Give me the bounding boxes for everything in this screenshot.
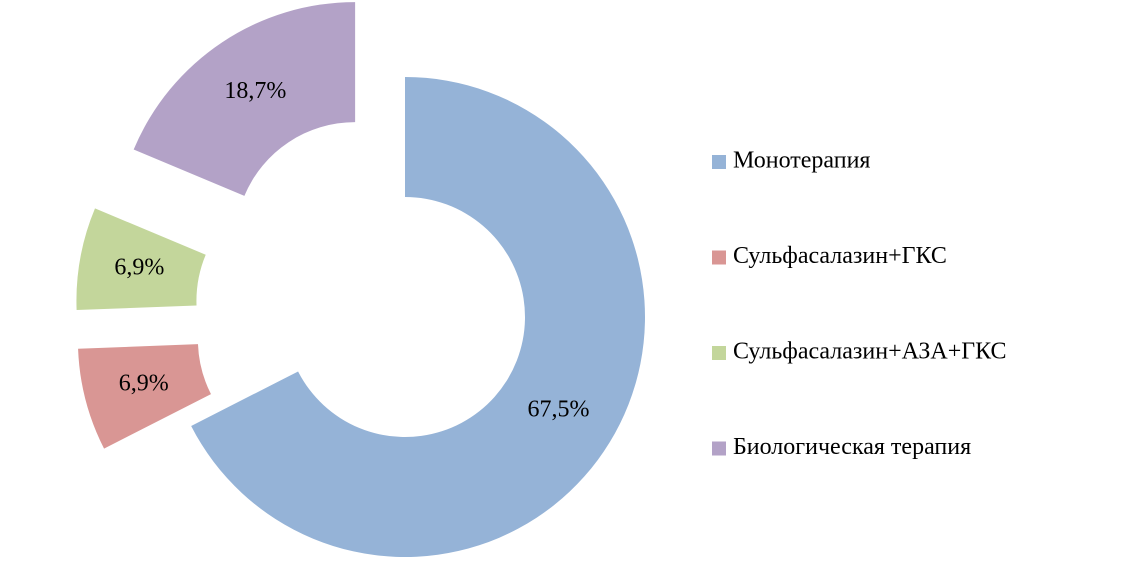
data-label: 6,9% xyxy=(119,370,169,396)
legend-swatch xyxy=(712,250,726,265)
data-label: 67,5% xyxy=(527,397,589,423)
legend-label: Сульфасалазин+ГКС xyxy=(733,243,947,269)
legend-swatch xyxy=(712,346,726,360)
doughnut-segment xyxy=(78,344,211,449)
data-label: 18,7% xyxy=(224,78,286,104)
data-label: 6,9% xyxy=(114,254,164,280)
legend-label: Биологическая терапия xyxy=(733,434,971,460)
legend-label: Монотерапия xyxy=(733,148,870,174)
legend-swatch xyxy=(712,155,726,169)
legend-label: Сульфасалазин+АЗА+ГКС xyxy=(733,339,1007,365)
doughnut-segment xyxy=(76,208,206,311)
doughnut-segment xyxy=(133,2,356,196)
doughnut-segment xyxy=(191,77,645,557)
legend-swatch xyxy=(712,441,726,456)
